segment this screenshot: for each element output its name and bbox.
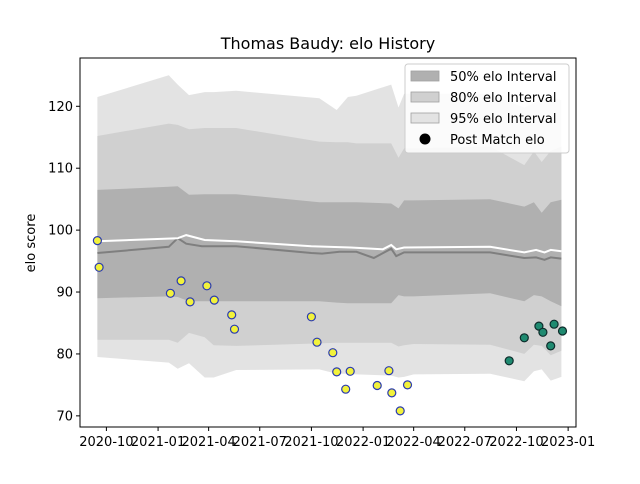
legend-label: 50% elo Interval — [450, 70, 557, 85]
data-point — [92, 236, 103, 246]
data-point — [185, 297, 195, 307]
data-point — [557, 326, 568, 336]
data-point — [176, 276, 186, 286]
x-tick-label: 2021-01 — [131, 435, 185, 450]
data-point — [94, 262, 104, 272]
data-point — [229, 324, 240, 334]
legend-label: 80% elo Interval — [450, 91, 557, 106]
legend-label: 95% elo Interval — [450, 112, 557, 127]
x-tick-label: 2022-01 — [336, 435, 390, 450]
data-point — [384, 366, 394, 376]
data-point — [341, 384, 351, 394]
data-point — [209, 295, 219, 305]
y-tick-label: 70 — [56, 409, 73, 424]
axes: 7080901001101202020-102021-012021-042021… — [48, 57, 595, 450]
legend-box — [404, 63, 570, 154]
x-tick-label: 2022-10 — [489, 435, 543, 450]
data-point — [328, 348, 338, 358]
data-point — [519, 333, 529, 343]
data-point — [538, 327, 548, 337]
legend-marker — [419, 133, 431, 145]
x-tick-label: 2022-04 — [386, 435, 440, 450]
x-tick-label: 2021-04 — [181, 435, 235, 450]
data-point — [345, 366, 355, 376]
data-point — [332, 367, 342, 377]
data-point — [312, 337, 322, 347]
data-point — [402, 380, 413, 390]
y-axis-label: elo score — [24, 214, 39, 273]
data-point — [306, 312, 316, 322]
data-point — [549, 319, 559, 329]
x-tick-label: 2023-01 — [541, 435, 595, 450]
mean-line — [97, 234, 562, 254]
x-tick-label: 2022-07 — [438, 435, 492, 450]
y-tick-label: 80 — [56, 347, 73, 362]
legend-swatch — [410, 112, 440, 124]
data-point — [387, 388, 397, 398]
data-point — [202, 281, 212, 291]
chart-title: Thomas Baudy: elo History — [220, 34, 435, 53]
x-tick-label: 2020-10 — [79, 435, 133, 450]
y-tick-label: 110 — [48, 162, 73, 177]
data-point — [372, 380, 382, 391]
data-point — [165, 288, 175, 298]
legend-label: Post Match elo — [450, 133, 545, 148]
y-tick-label: 100 — [48, 224, 73, 239]
x-tick-label: 2021-07 — [233, 435, 287, 450]
data-point — [227, 310, 237, 320]
legend-swatch — [410, 91, 440, 103]
legend-swatch — [410, 70, 440, 82]
y-tick-label: 90 — [56, 286, 73, 301]
legend: 50% elo Interval 80% elo Interval 95% elo … — [404, 63, 570, 154]
median-line — [97, 236, 562, 261]
axes-frame — [79, 57, 577, 428]
data-point — [546, 341, 556, 351]
x-tick-label: 2021-10 — [284, 435, 338, 450]
data-point — [504, 356, 514, 366]
y-tick-label: 120 — [48, 100, 73, 115]
data-point — [395, 406, 405, 416]
